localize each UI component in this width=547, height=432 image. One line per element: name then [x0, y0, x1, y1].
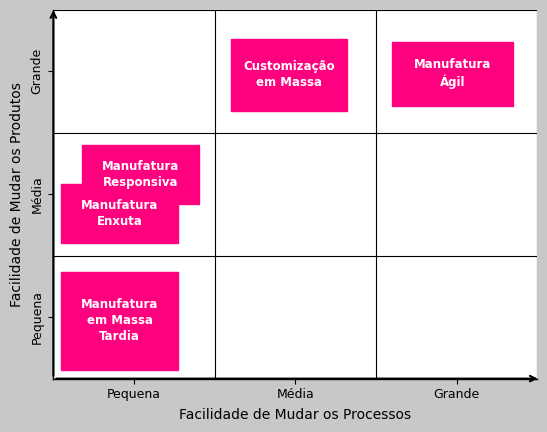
FancyBboxPatch shape [83, 145, 199, 204]
Y-axis label: Facilidade de Mudar os Produtos: Facilidade de Mudar os Produtos [10, 82, 24, 307]
Text: Manufatura
em Massa
Tardia: Manufatura em Massa Tardia [81, 299, 158, 343]
FancyBboxPatch shape [61, 272, 178, 370]
Text: Manufatura
Enxuta: Manufatura Enxuta [81, 199, 158, 229]
FancyBboxPatch shape [61, 184, 178, 243]
FancyBboxPatch shape [231, 39, 347, 111]
X-axis label: Facilidade de Mudar os Processos: Facilidade de Mudar os Processos [179, 408, 411, 422]
Text: Manufatura
Responsiva: Manufatura Responsiva [102, 160, 179, 189]
FancyBboxPatch shape [392, 42, 513, 106]
Text: Manufatura
Ágil: Manufatura Ágil [414, 58, 491, 89]
Text: Customização
em Massa: Customização em Massa [243, 60, 335, 89]
